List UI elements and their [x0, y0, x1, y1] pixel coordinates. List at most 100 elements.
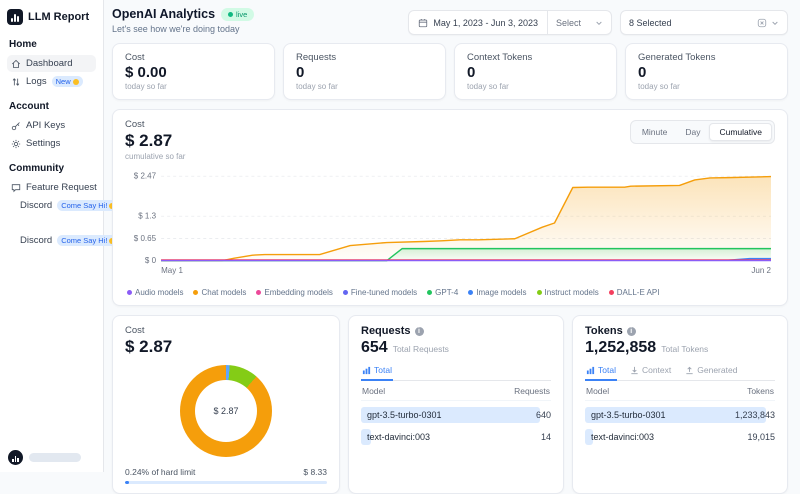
sidebar-section-home: Home — [9, 39, 94, 50]
model-value: 1,233,843 — [735, 407, 775, 423]
tab-context[interactable]: Context — [629, 365, 672, 381]
hard-limit-progress-fill — [125, 481, 129, 484]
user-name-placeholder — [29, 453, 81, 462]
legend-dot-icon — [468, 290, 473, 295]
legend-item[interactable]: Image models — [468, 288, 526, 297]
model-name: gpt-3.5-turbo-0301 — [367, 407, 442, 423]
svg-text:Jun 2: Jun 2 — [751, 266, 771, 275]
hard-limit-progressbar — [125, 481, 327, 484]
stat-card-context-tokens: Context Tokens 0 today so far — [454, 43, 617, 100]
sidebar-section-community: Community — [9, 163, 94, 174]
legend-dot-icon — [427, 290, 432, 295]
clear-selection-icon[interactable] — [757, 18, 767, 28]
donut-center-label: $ 2.87 — [213, 406, 238, 416]
date-range-value: May 1, 2023 - Jun 3, 2023 — [433, 18, 538, 28]
sidebar: LLM Report Home Dashboard Logs New Accou… — [0, 0, 104, 472]
sidebar-item-logs[interactable]: Logs New — [7, 73, 96, 90]
model-value: 19,015 — [747, 429, 775, 445]
cost-donut-chart[interactable]: $ 2.87 — [180, 365, 272, 457]
model-value: 640 — [536, 407, 551, 423]
model-value: 14 — [541, 429, 551, 445]
requests-table-body: gpt-3.5-turbo-0301 640 text-davinci:003 … — [361, 407, 551, 445]
bar-chart-icon — [362, 366, 371, 375]
chick-emoji-icon — [73, 79, 79, 85]
legend-item[interactable]: GPT-4 — [427, 288, 458, 297]
model-name: text-davinci:003 — [367, 429, 430, 445]
info-icon[interactable]: i — [627, 327, 636, 336]
legend-item[interactable]: Chat models — [193, 288, 246, 297]
info-icon[interactable]: i — [415, 327, 424, 336]
stat-card-generated-tokens: Generated Tokens 0 today so far — [625, 43, 788, 100]
sidebar-item-discord-1[interactable]: Discord Come Say Hi! — [7, 197, 96, 214]
user-avatar — [8, 450, 23, 465]
svg-text:$ 2.47: $ 2.47 — [134, 172, 157, 181]
date-range-picker[interactable]: May 1, 2023 - Jun 3, 2023 Select — [408, 10, 612, 35]
sidebar-section-account: Account — [9, 101, 94, 112]
legend-item[interactable]: Instruct models — [537, 288, 599, 297]
tab-day[interactable]: Day — [676, 124, 709, 140]
sidebar-item-discord-2[interactable]: Discord Come Say Hi! — [7, 232, 96, 249]
svg-text:$ 0: $ 0 — [145, 256, 157, 265]
stats-row: Cost $ 0.00 today so far Requests 0 toda… — [112, 43, 788, 100]
requests-card: Requests i 654 Total Requests Total Mode… — [348, 315, 564, 494]
user-row[interactable] — [8, 450, 81, 465]
models-multiselect[interactable]: 8 Selected — [620, 10, 788, 35]
legend-dot-icon — [256, 290, 261, 295]
live-dot-icon — [228, 12, 233, 17]
key-icon — [11, 121, 21, 131]
chat-bubble-icon — [11, 183, 21, 193]
page-title: OpenAI Analytics — [112, 7, 215, 21]
page-subtitle: Let's see how we're doing today — [112, 24, 254, 34]
cost-chart-card: Cost $ 2.87 cumulative so far Minute Day… — [112, 109, 788, 306]
legend-item[interactable]: Fine-tuned models — [343, 288, 417, 297]
table-row[interactable]: text-davinci:003 19,015 — [585, 429, 775, 445]
legend-dot-icon — [609, 290, 614, 295]
svg-text:May 1: May 1 — [161, 266, 183, 275]
legend-item[interactable]: Audio models — [127, 288, 183, 297]
granularity-tabs: Minute Day Cumulative — [630, 120, 775, 144]
chevron-down-icon — [595, 19, 603, 27]
chevron-down-icon — [771, 19, 779, 27]
topbar: OpenAI Analytics live Let's see how we'r… — [112, 7, 788, 35]
sidebar-item-settings[interactable]: Settings — [7, 135, 96, 152]
tokens-table-body: gpt-3.5-turbo-0301 1,233,843 text-davinc… — [585, 407, 775, 445]
legend-dot-icon — [343, 290, 348, 295]
svg-text:$ 1.3: $ 1.3 — [138, 212, 156, 221]
sidebar-item-api-keys[interactable]: API Keys — [7, 117, 96, 134]
legend-dot-icon — [127, 290, 132, 295]
main-content: OpenAI Analytics live Let's see how we'r… — [104, 0, 800, 472]
brand-row[interactable]: LLM Report — [7, 9, 96, 25]
table-row[interactable]: gpt-3.5-turbo-0301 1,233,843 — [585, 407, 775, 423]
hard-limit-label: 0.24% of hard limit — [125, 467, 195, 477]
brand-name: LLM Report — [28, 11, 89, 23]
cost-chart-svg: $ 2.47 $ 1.3 $ 0.65 $ 0 May 1 Jun 2 — [125, 165, 775, 281]
sidebar-item-dashboard[interactable]: Dashboard — [7, 55, 96, 72]
legend-item[interactable]: DALL-E API — [609, 288, 660, 297]
models-selected-value: 8 Selected — [629, 18, 672, 28]
table-row[interactable]: text-davinci:003 14 — [361, 429, 551, 445]
logs-arrows-icon — [11, 77, 21, 87]
cost-donut-card: Cost $ 2.87 $ 2.87 0.24% of hard limit $… — [112, 315, 340, 494]
tab-minute[interactable]: Minute — [633, 124, 677, 140]
download-icon — [630, 366, 639, 375]
live-badge: live — [221, 8, 254, 21]
tab-total[interactable]: Total — [361, 365, 393, 381]
chart-legend: Audio models Chat models Embedding model… — [127, 288, 775, 297]
svg-text:$ 0.65: $ 0.65 — [134, 234, 157, 243]
legend-dot-icon — [537, 290, 542, 295]
new-badge: New — [52, 76, 83, 87]
model-name: gpt-3.5-turbo-0301 — [591, 407, 666, 423]
chart-subtitle: cumulative so far — [125, 152, 775, 161]
legend-item[interactable]: Embedding models — [256, 288, 332, 297]
stat-card-cost: Cost $ 0.00 today so far — [112, 43, 275, 100]
tokens-card: Tokens i 1,252,858 Total Tokens Total Co… — [572, 315, 788, 494]
tab-total[interactable]: Total — [585, 365, 617, 381]
table-row[interactable]: gpt-3.5-turbo-0301 640 — [361, 407, 551, 423]
sidebar-item-feature-request[interactable]: Feature Request — [7, 179, 96, 196]
date-preset-select[interactable]: Select — [547, 11, 611, 34]
tab-generated[interactable]: Generated — [684, 365, 738, 381]
calendar-icon — [418, 18, 428, 28]
tab-cumulative[interactable]: Cumulative — [709, 123, 772, 141]
stat-card-requests: Requests 0 today so far — [283, 43, 446, 100]
bar-chart-icon — [586, 366, 595, 375]
